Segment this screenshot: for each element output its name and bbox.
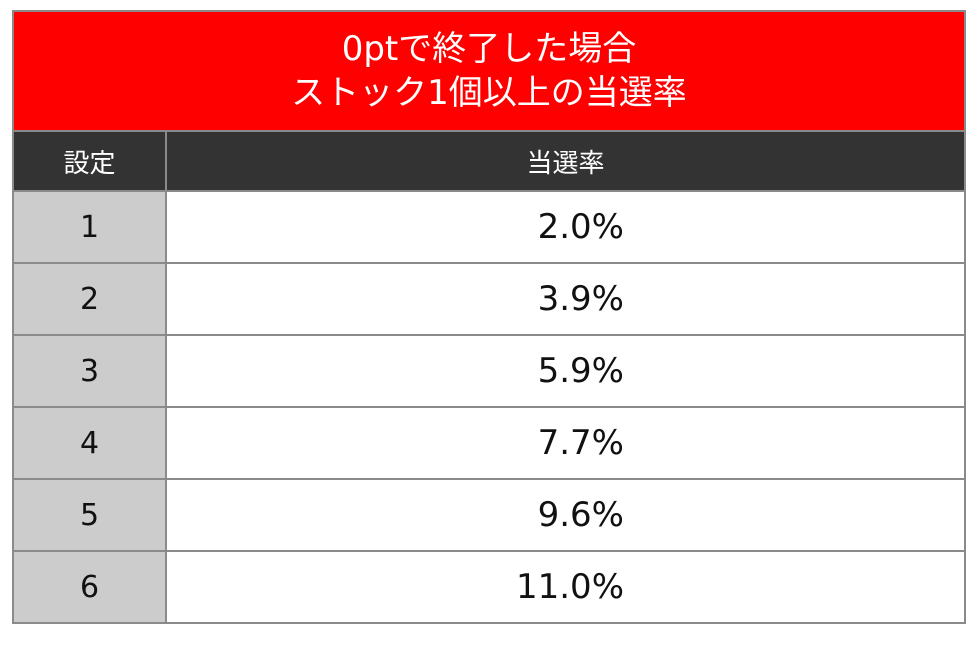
title-line: ストック1個以上の当選率 <box>291 73 687 113</box>
table-title: 0ptで終了した場合 ストック1個以上の当選率 <box>12 10 966 132</box>
setting-cell: 6 <box>12 550 167 624</box>
header-row: 設定 当選率 <box>12 130 966 192</box>
table-row: 1 2.0% <box>12 190 966 264</box>
table-row: 6 11.0% <box>12 550 966 624</box>
title-row: 0ptで終了した場合 ストック1個以上の当選率 <box>12 10 966 132</box>
rate-cell: 11.0% <box>165 550 966 624</box>
rate-cell: 5.9% <box>165 334 966 408</box>
rate-cell: 2.0% <box>165 190 966 264</box>
table-body: 1 2.0% 2 3.9% 3 5.9% 4 7.7% 5 9.6% 6 11.0% <box>12 190 966 624</box>
rate-cell: 3.9% <box>165 262 966 336</box>
rate-cell: 7.7% <box>165 406 966 480</box>
setting-cell: 1 <box>12 190 167 264</box>
setting-cell: 5 <box>12 478 167 552</box>
rate-cell: 9.6% <box>165 478 966 552</box>
table-row: 5 9.6% <box>12 478 966 552</box>
setting-cell: 4 <box>12 406 167 480</box>
setting-cell: 3 <box>12 334 167 408</box>
rate-table: 0ptで終了した場合 ストック1個以上の当選率 設定 当選率 1 2.0% 2 3.9… <box>12 10 966 624</box>
header-cell: 当選率 <box>165 130 966 192</box>
title-line: 0ptで終了した場合 <box>341 29 637 69</box>
table-row: 3 5.9% <box>12 334 966 408</box>
table-row: 4 7.7% <box>12 406 966 480</box>
setting-cell: 2 <box>12 262 167 336</box>
header-cell: 設定 <box>12 130 167 192</box>
table-row: 2 3.9% <box>12 262 966 336</box>
